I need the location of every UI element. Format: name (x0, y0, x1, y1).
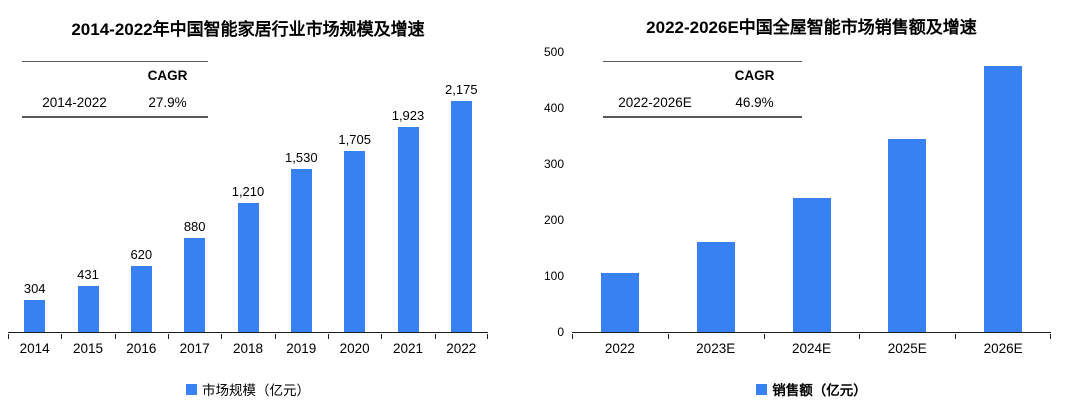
bar-value-label: 620 (130, 247, 153, 262)
chart-title: 2014-2022年中国智能家居行业市场规模及增速 (71, 20, 425, 39)
cagr-value: 46.9% (735, 95, 774, 110)
x-axis-tick (487, 333, 488, 339)
x-axis-tick (8, 333, 9, 339)
x-axis-tick (667, 333, 669, 339)
bar-2016 (130, 266, 152, 332)
x-axis-tick (572, 333, 573, 339)
bar-2014 (24, 299, 46, 332)
x-axis-label-2025E: 2025E (887, 341, 927, 356)
legend: 销售额（亿元） (572, 379, 1051, 399)
bar-2017 (184, 238, 206, 332)
legend-label: 市场规模（亿元） (202, 383, 310, 398)
x-axis-label-2022: 2022 (604, 341, 635, 356)
bar-value-label: 1,530 (285, 150, 318, 166)
plot-area: 304 431 620 880 1,210 1,530 1,705 1,923 2,175 (8, 66, 488, 339)
legend-label: 销售额（亿元） (772, 383, 867, 398)
y-axis-label-400: 400 (543, 101, 564, 115)
bar-2018 (237, 203, 259, 332)
bar-value-label: 304 (23, 280, 46, 296)
bar-value-label: 880 (183, 219, 206, 235)
x-axis-tick (859, 333, 861, 339)
bar-value-label: 2,175 (445, 81, 478, 97)
cagr-period: 2014-2022 (42, 95, 107, 110)
y-axis-label-0: 0 (557, 325, 564, 339)
x-axis-label-2018: 2018 (232, 341, 263, 356)
bar-2022 (600, 273, 639, 332)
x-axis-tick (434, 333, 436, 339)
bar-2022 (450, 100, 472, 332)
bar-2020 (344, 150, 366, 332)
x-axis-tick (61, 333, 63, 339)
x-axis-tick (1050, 333, 1051, 339)
x-axis-label-2024E: 2024E (791, 341, 832, 356)
x-axis-label-2017: 2017 (179, 341, 210, 356)
cagr-table: CAGR 2022-2026E 46.9% (603, 61, 802, 118)
x-axis-tick (328, 333, 329, 339)
cagr-header-label: CAGR (734, 68, 775, 83)
cagr-table: CAGR 2014-2022 27.9% (22, 61, 208, 118)
x-axis-tick (168, 333, 169, 339)
x-axis-label-2022: 2022 (446, 341, 477, 356)
x-axis-tick (381, 333, 383, 339)
x-axis-label-2014: 2014 (19, 341, 50, 356)
bar-2025E (888, 138, 927, 332)
cagr-value-row: 2014-2022 27.9% (22, 89, 208, 116)
x-axis-tick (763, 333, 765, 339)
bar-value-label: 1,705 (338, 131, 371, 147)
y-axis-label-200: 200 (543, 213, 564, 227)
x-axis-label-2020: 2020 (339, 341, 370, 356)
bar-2024E (792, 197, 831, 332)
plot-area (572, 52, 1051, 339)
x-axis-label-2016: 2016 (126, 341, 157, 356)
x-axis-labels: 2014 2015 2016 2017 2018 2019 2020 2021 2022 (8, 341, 488, 356)
bar-2026E (984, 66, 1023, 332)
y-axis-label-300: 300 (543, 157, 564, 171)
x-axis-label-2023E: 2023E (696, 341, 736, 356)
cagr-period: 2022-2026E (618, 95, 692, 110)
x-axis-label-2019: 2019 (286, 341, 317, 356)
x-axis-label-2021: 2021 (392, 341, 423, 356)
y-axis-labels: 0 100 200 300 400 500 (514, 45, 564, 339)
x-axis-tick (274, 333, 276, 339)
x-axis-tick (955, 333, 957, 339)
legend-swatch-icon (756, 383, 768, 395)
legend-swatch-icon (186, 383, 197, 395)
cagr-header-row: CAGR (22, 62, 208, 89)
x-axis-labels: 2022 2023E 2024E 2025E 2026E (572, 341, 1051, 356)
x-axis-label-2026E: 2026E (983, 341, 1023, 356)
bar-value-label: 1,923 (391, 108, 425, 124)
bar-value-label: 1,210 (231, 184, 265, 200)
y-axis-label-100: 100 (543, 269, 564, 283)
x-axis-label-2015: 2015 (72, 341, 104, 356)
x-axis-tick (114, 333, 116, 339)
cagr-value: 27.9% (148, 95, 187, 110)
bar-2019 (290, 169, 312, 332)
x-axis-tick (221, 333, 223, 339)
cagr-header-row: CAGR (603, 62, 802, 89)
legend: 市场规模（亿元） (8, 379, 488, 399)
bar-2023E (696, 242, 735, 332)
y-axis-label-500: 500 (543, 45, 564, 59)
cagr-value-row: 2022-2026E 46.9% (603, 89, 802, 116)
bar-2021 (397, 127, 419, 332)
cagr-header-label: CAGR (147, 68, 188, 83)
bar-value-label: 431 (77, 267, 99, 283)
chart-title: 2022-2026E中国全屋智能市场销售额及增速 (646, 18, 977, 37)
bar-2015 (77, 286, 99, 332)
